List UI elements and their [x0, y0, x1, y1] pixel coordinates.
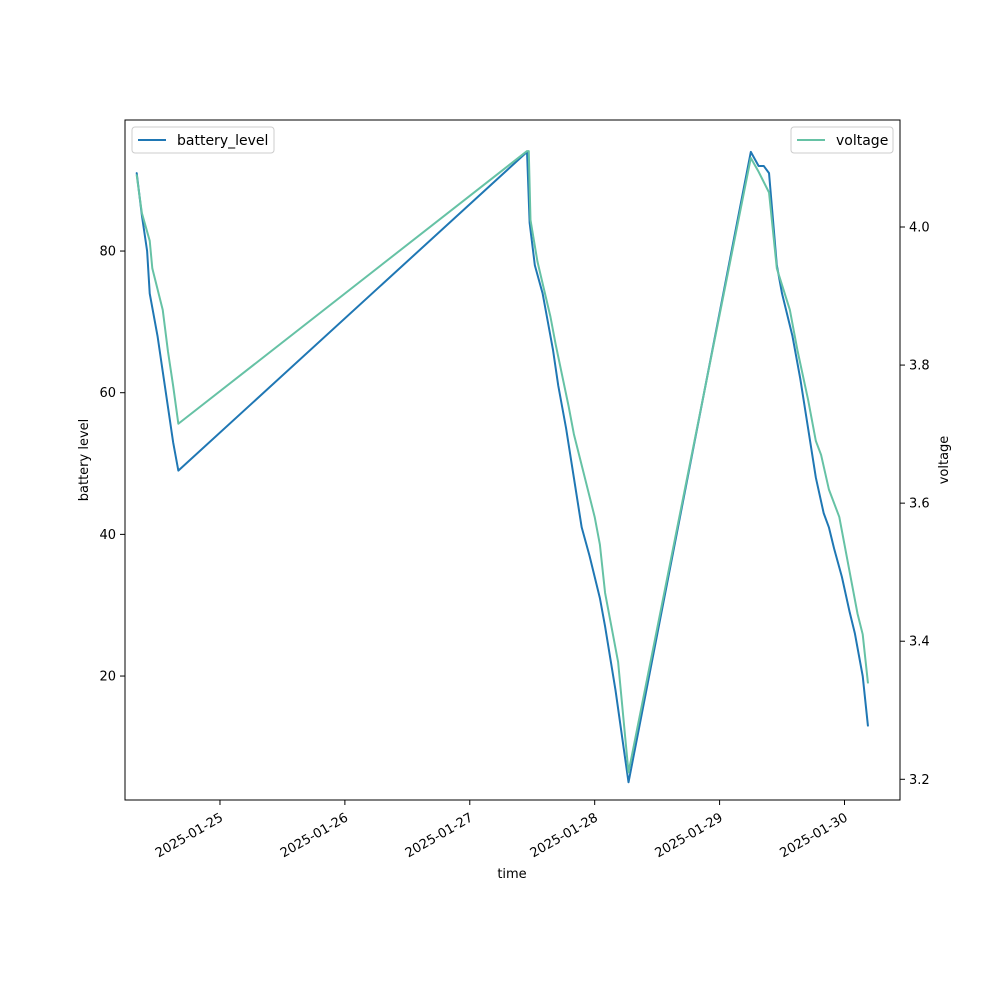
legend-voltage-label: voltage: [836, 133, 888, 149]
legend-voltage: voltage: [790, 126, 894, 154]
legend-battery: battery_level: [131, 126, 275, 154]
right-y-axis: 3.2 3.4 3.6 3.8 4.0: [900, 221, 930, 788]
right-y-axis-label: voltage: [937, 436, 952, 485]
legend-voltage-box: [790, 126, 894, 154]
left-y-tick-label-1: 40: [99, 528, 116, 543]
legend-battery-label: battery_level: [177, 133, 268, 149]
series-layer: [135, 150, 869, 784]
series-line-voltage: [135, 150, 869, 774]
series-line-battery-level: [135, 150, 869, 784]
right-y-tick-label-1: 3.4: [909, 635, 930, 650]
right-y-tick-label-3: 3.8: [909, 359, 930, 374]
plot-frame: [124, 119, 901, 801]
right-y-tick-label-4: 4.0: [909, 221, 930, 236]
x-axis-label: time: [497, 867, 526, 882]
left-y-tick-label-0: 20: [99, 670, 116, 685]
right-y-tick-label-2: 3.6: [909, 497, 930, 512]
left-y-axis-label: battery level: [77, 419, 92, 502]
left-y-tick-label-2: 60: [99, 386, 116, 401]
right-y-tick-label-0: 3.2: [909, 773, 930, 788]
left-y-tick-label-3: 80: [99, 245, 116, 260]
left-y-axis: 20 40 60 80: [99, 245, 125, 685]
legend-battery-box: [131, 126, 275, 154]
